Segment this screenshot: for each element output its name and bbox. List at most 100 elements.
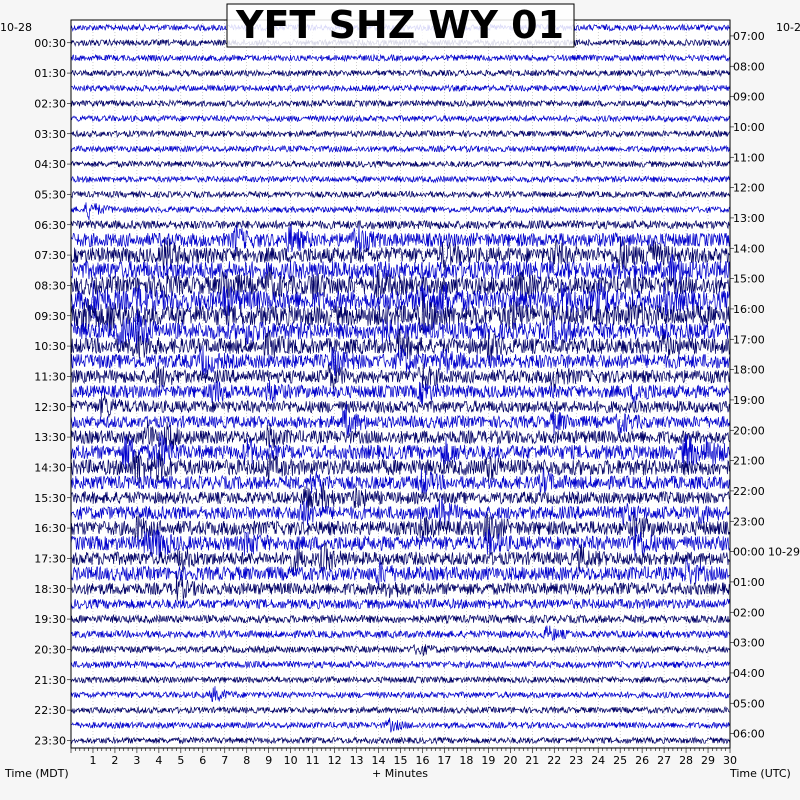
- left-time-label: 19:30: [34, 613, 66, 626]
- trace-row: [70, 597, 731, 611]
- left-axis-title: Time (MDT): [4, 767, 69, 780]
- left-time-label: 15:30: [34, 492, 66, 505]
- trace-row: [70, 328, 731, 363]
- x-tick-label: 18: [459, 754, 473, 767]
- right-time-label: 11:00: [733, 151, 765, 164]
- trace-row: [70, 159, 731, 169]
- x-tick-label: 20: [503, 754, 517, 767]
- trace-row: [70, 542, 731, 576]
- left-time-label: 02:30: [34, 97, 66, 110]
- right-time-label: 18:00: [733, 364, 765, 377]
- left-time-label: 07:30: [34, 249, 66, 262]
- trace-row: [71, 253, 731, 290]
- right-time-label: 12:00: [733, 182, 765, 195]
- left-time-label: 03:30: [34, 128, 66, 141]
- x-tick-label: 6: [199, 754, 206, 767]
- x-axis-title: + Minutes: [372, 767, 428, 780]
- right-time-label: 23:00: [733, 515, 765, 528]
- trace-row: [70, 280, 731, 320]
- trace-row: [70, 675, 731, 684]
- x-tick-label: 2: [111, 754, 118, 767]
- left-time-label: 21:30: [34, 674, 66, 687]
- right-time-label: 05:00: [733, 697, 765, 710]
- trace-row: [70, 660, 731, 670]
- right-time-label: 16:00: [733, 303, 765, 316]
- x-tick-label: 15: [394, 754, 408, 767]
- x-tick-label: 3: [133, 754, 140, 767]
- left-time-label: 08:30: [34, 279, 66, 292]
- x-tick-label: 8: [243, 754, 250, 767]
- right-time-label: 00:00: [733, 546, 765, 559]
- chart-title: YFT SHZ WY 01: [235, 3, 564, 47]
- left-time-label: 23:30: [34, 734, 66, 747]
- x-tick-label: 24: [591, 754, 605, 767]
- trace-row: [70, 292, 731, 334]
- right-time-label: 01:00: [733, 576, 765, 589]
- right-time-label: 20:00: [733, 424, 765, 437]
- trace-row: [70, 99, 731, 108]
- left-time-label: 04:30: [34, 158, 66, 171]
- left-date-label: 10-28: [0, 21, 32, 34]
- trace-row: [70, 223, 731, 253]
- left-time-label: 05:30: [34, 188, 66, 201]
- trace-row: [70, 573, 731, 601]
- x-tick-label: 28: [679, 754, 693, 767]
- right-time-label: 09:00: [733, 91, 765, 104]
- trace-row: [70, 717, 731, 733]
- trace-row: [70, 309, 731, 350]
- x-tick-label: 14: [372, 754, 386, 767]
- trace-row: [70, 497, 731, 527]
- trace-row: [70, 450, 731, 484]
- trace-row: [70, 236, 731, 271]
- right-time-label: 14:00: [733, 242, 765, 255]
- left-time-label: 12:30: [34, 401, 66, 414]
- x-tick-label: 16: [415, 754, 429, 767]
- trace-row: [70, 513, 731, 544]
- x-tick-label: 11: [306, 754, 320, 767]
- trace-row: [70, 144, 731, 154]
- x-tick-label: 17: [437, 754, 451, 767]
- trace-row: [70, 114, 731, 123]
- x-tick-label: 1: [89, 754, 96, 767]
- x-tick-label: 13: [350, 754, 364, 767]
- x-tick-label: 7: [221, 754, 228, 767]
- right-time-label: 03:00: [733, 637, 765, 650]
- right-time-label: 02:00: [733, 606, 765, 619]
- left-time-label: 13:30: [34, 431, 66, 444]
- trace-row: [70, 175, 731, 184]
- x-tick-label: 12: [328, 754, 342, 767]
- trace-row: [70, 705, 730, 715]
- right-time-label: 17:00: [733, 333, 765, 346]
- trace-row: [70, 266, 731, 305]
- right-date-change-label: 10-29: [768, 546, 800, 559]
- x-tick-label: 27: [657, 754, 671, 767]
- trace-row: [70, 736, 731, 745]
- trace-row: [70, 613, 731, 625]
- x-tick-label: 22: [547, 754, 561, 767]
- left-time-label: 06:30: [34, 219, 66, 232]
- trace-row: [70, 643, 731, 656]
- trace-row: [70, 129, 731, 138]
- left-time-label: 18:30: [34, 583, 66, 596]
- title-box: [226, 3, 575, 48]
- left-time-label: 17:30: [34, 552, 66, 565]
- trace-row: [70, 686, 731, 702]
- right-date-label: 10-2: [776, 21, 800, 34]
- x-tick-label: 30: [723, 754, 737, 767]
- x-tick-label: 19: [481, 754, 495, 767]
- left-time-label: 11:30: [34, 370, 66, 383]
- x-tick-label: 21: [525, 754, 539, 767]
- left-time-label: 01:30: [34, 67, 66, 80]
- right-time-label: 22:00: [733, 485, 765, 498]
- x-tick-label: 10: [284, 754, 298, 767]
- left-time-label: 09:30: [34, 310, 66, 323]
- trace-row: [70, 83, 731, 93]
- trace-row: [70, 53, 731, 63]
- left-time-label: 00:30: [34, 37, 66, 50]
- left-time-label: 14:30: [34, 461, 66, 474]
- x-tick-label: 5: [177, 754, 184, 767]
- right-time-label: 08:00: [733, 60, 765, 73]
- x-tick-label: 29: [701, 754, 715, 767]
- trace-row: [70, 394, 731, 418]
- trace-row: [70, 345, 731, 379]
